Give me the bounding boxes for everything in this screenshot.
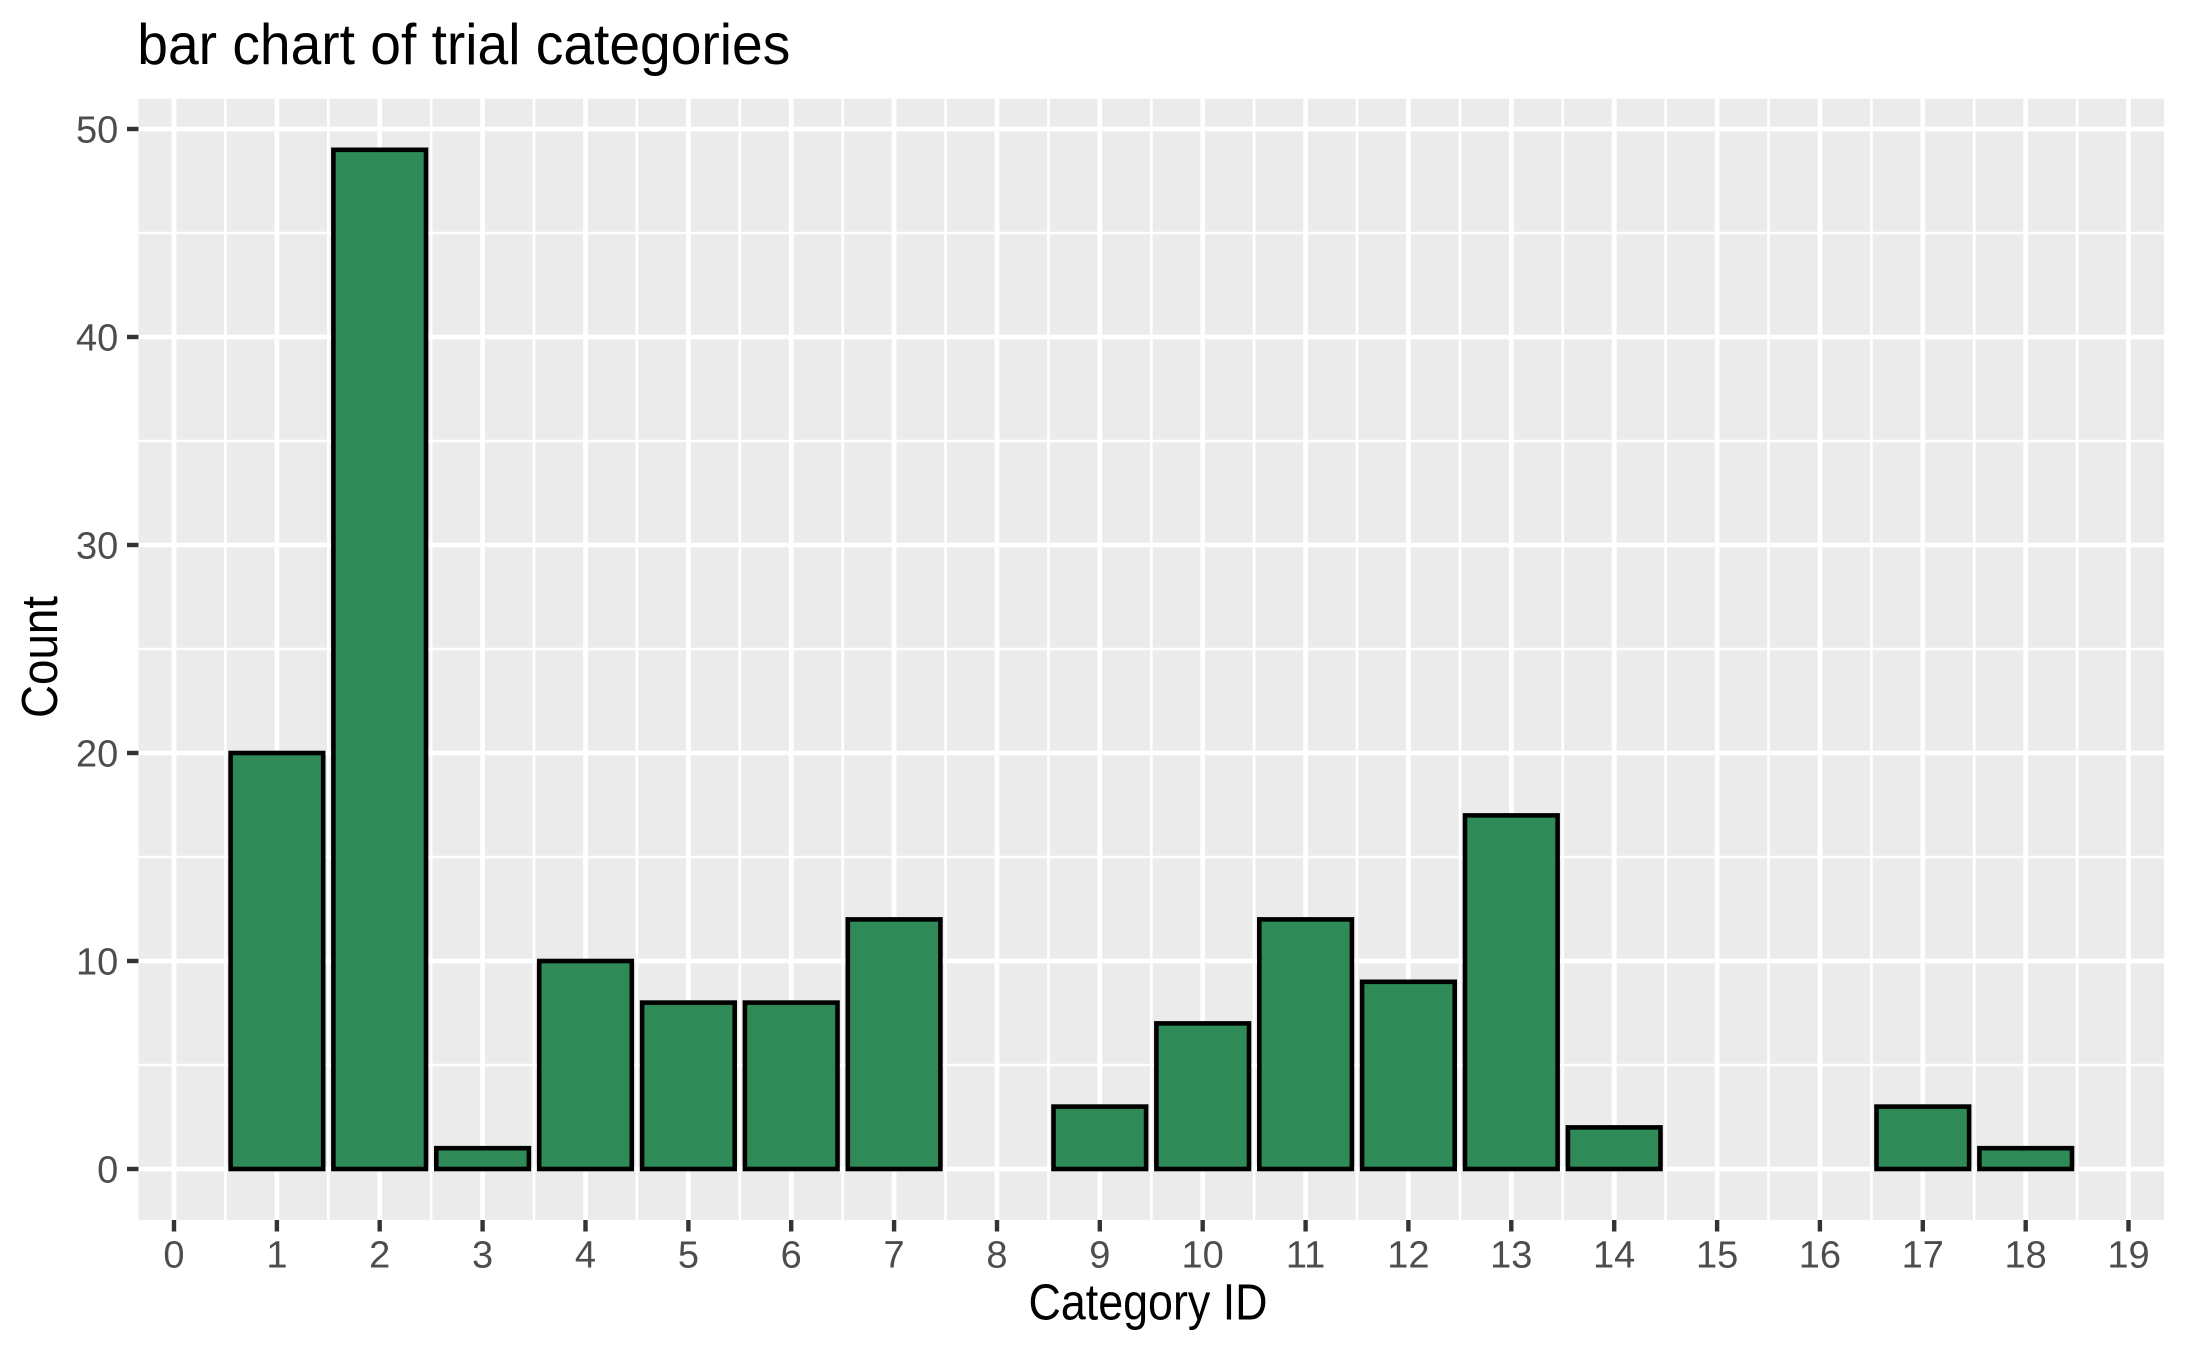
svg-text:7: 7	[884, 1235, 905, 1277]
svg-text:50: 50	[76, 110, 118, 152]
svg-text:2: 2	[369, 1235, 390, 1277]
svg-text:9: 9	[1089, 1235, 1110, 1277]
svg-text:0: 0	[163, 1235, 184, 1277]
svg-text:4: 4	[575, 1235, 596, 1277]
svg-text:5: 5	[678, 1235, 699, 1277]
svg-text:15: 15	[1696, 1235, 1738, 1277]
svg-text:6: 6	[781, 1235, 802, 1277]
svg-text:14: 14	[1593, 1235, 1635, 1277]
svg-text:13: 13	[1490, 1235, 1532, 1277]
svg-text:bar chart of trial categories: bar chart of trial categories	[137, 13, 790, 77]
svg-text:20: 20	[76, 734, 118, 776]
svg-text:10: 10	[76, 942, 118, 984]
svg-text:12: 12	[1387, 1235, 1429, 1277]
svg-text:17: 17	[1902, 1235, 1944, 1277]
svg-text:11: 11	[1286, 1235, 1325, 1277]
svg-text:0: 0	[97, 1150, 118, 1192]
svg-text:Count: Count	[11, 596, 68, 718]
svg-text:3: 3	[472, 1235, 493, 1277]
svg-text:1: 1	[266, 1235, 287, 1277]
svg-text:16: 16	[1799, 1235, 1841, 1277]
svg-text:Category ID: Category ID	[1029, 1274, 1268, 1331]
svg-text:19: 19	[2107, 1235, 2149, 1277]
svg-text:40: 40	[76, 318, 118, 360]
svg-text:30: 30	[76, 526, 118, 568]
svg-text:18: 18	[2005, 1235, 2047, 1277]
svg-text:8: 8	[986, 1235, 1007, 1277]
svg-text:10: 10	[1182, 1235, 1224, 1277]
